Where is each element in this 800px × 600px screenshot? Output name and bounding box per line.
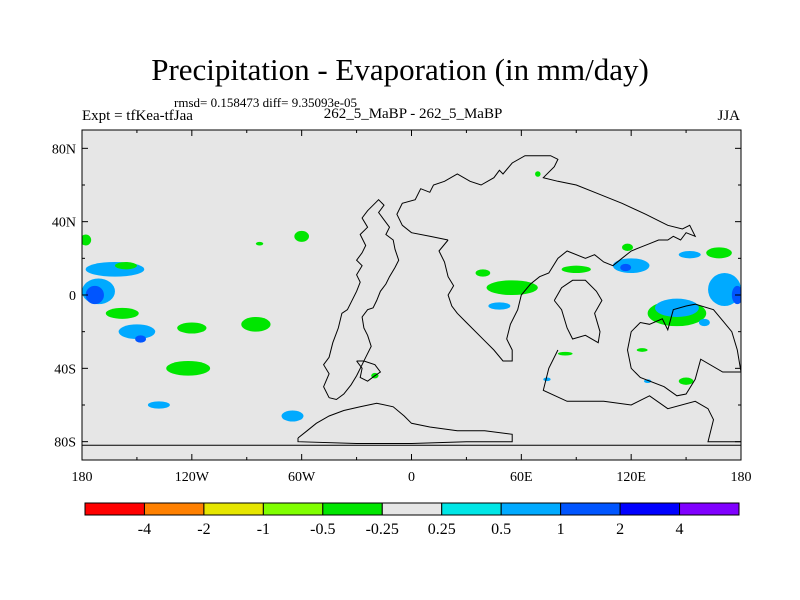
y-tick-label: 80S bbox=[54, 436, 76, 451]
colorbar: -4 -2 -1 -0.5 -0.25 0.25 0.5 1 2 4 bbox=[84, 502, 740, 538]
coastline bbox=[396, 155, 697, 362]
chart-title: Precipitation - Evaporation (in mm/day) bbox=[151, 52, 649, 87]
rmsd-diff-stats: rmsd= 0.158473 diff= 9.35093e-05 bbox=[174, 95, 358, 110]
coastline bbox=[297, 402, 513, 444]
colorbar-swatch bbox=[560, 502, 621, 516]
anomaly-region bbox=[135, 335, 147, 343]
anomaly-region bbox=[706, 247, 732, 259]
coastline bbox=[553, 279, 603, 344]
anomaly-region bbox=[543, 377, 551, 382]
x-tick-label: 120E bbox=[616, 470, 646, 485]
colorbar-label: -2 bbox=[197, 521, 210, 538]
case-label: 262_5_MaBP - 262_5_MaBP bbox=[323, 106, 503, 122]
anomaly-region bbox=[255, 241, 264, 246]
colorbar-swatch bbox=[381, 502, 443, 516]
anomaly-region bbox=[294, 230, 309, 242]
colorbar-swatch bbox=[441, 502, 502, 516]
anomaly-region bbox=[488, 302, 511, 310]
y-tick-label: 0 bbox=[69, 289, 76, 304]
anomaly-region bbox=[118, 324, 156, 339]
colorbar-swatch bbox=[500, 502, 562, 516]
anomaly-region bbox=[535, 171, 541, 177]
colorbar-label: 1 bbox=[557, 521, 565, 538]
anomaly-region bbox=[557, 351, 573, 356]
colorbar-label: -0.25 bbox=[366, 521, 399, 538]
colorbar-label: -0.5 bbox=[310, 521, 335, 538]
colorbar-swatch bbox=[322, 502, 383, 516]
colorbar-label: 2 bbox=[616, 521, 624, 538]
anomaly-region bbox=[678, 251, 701, 259]
map-plot-area bbox=[81, 129, 742, 461]
colorbar-swatch bbox=[679, 502, 740, 516]
anomaly-region bbox=[678, 377, 694, 385]
coastline bbox=[356, 360, 382, 382]
map-axes: 180 120W 60W 0 60E 120E 180 80N 40N 0 40S 80S bbox=[52, 130, 752, 485]
colorbar-label: 4 bbox=[676, 521, 684, 538]
colorbar-swatch bbox=[262, 502, 324, 516]
anomaly-region bbox=[114, 262, 137, 270]
anomaly-region bbox=[622, 243, 633, 251]
colorbar-label: -4 bbox=[138, 521, 151, 538]
coastline bbox=[322, 198, 400, 401]
anomaly-region bbox=[105, 307, 139, 319]
anomaly-region bbox=[620, 263, 632, 272]
x-tick-label: 180 bbox=[72, 470, 93, 485]
anomaly-region bbox=[643, 379, 652, 383]
anomaly-region bbox=[636, 348, 648, 352]
colorbar-swatch bbox=[84, 502, 145, 516]
x-tick-label: 60W bbox=[288, 470, 316, 485]
x-tick-label: 180 bbox=[731, 470, 752, 485]
colorbar-swatch bbox=[619, 502, 681, 516]
map-background bbox=[82, 130, 741, 460]
anomaly-region bbox=[82, 234, 92, 246]
y-tick-label: 40S bbox=[54, 362, 76, 377]
anomaly-region bbox=[654, 298, 699, 318]
anomaly-region bbox=[241, 317, 271, 332]
anomaly-region bbox=[475, 269, 491, 277]
anomaly-region bbox=[612, 258, 650, 273]
anomaly-region bbox=[177, 322, 207, 334]
x-tick-label: 0 bbox=[408, 470, 415, 485]
anomaly-region bbox=[166, 361, 211, 376]
anomaly-region bbox=[698, 318, 710, 327]
anomaly-region bbox=[85, 285, 104, 305]
anomaly-region bbox=[147, 401, 170, 409]
y-tick-label: 40N bbox=[52, 216, 76, 231]
coastline bbox=[626, 303, 741, 397]
x-tick-label: 60E bbox=[510, 470, 533, 485]
anomaly-region bbox=[281, 410, 304, 422]
colorbar-swatch bbox=[143, 502, 205, 516]
colorbar-label: 0.5 bbox=[491, 521, 511, 538]
experiment-label: Expt = tfKea-tfJaa bbox=[82, 108, 193, 124]
anomaly-region bbox=[561, 265, 591, 274]
x-tick-label: 120W bbox=[175, 470, 210, 485]
colorbar-label: 0.25 bbox=[428, 521, 456, 538]
anomaly-region bbox=[486, 280, 538, 295]
coastline bbox=[542, 349, 741, 443]
colorbar-swatch bbox=[203, 502, 264, 516]
y-tick-label: 80N bbox=[52, 142, 76, 157]
season-label: JJA bbox=[717, 108, 740, 124]
colorbar-label: -1 bbox=[257, 521, 270, 538]
